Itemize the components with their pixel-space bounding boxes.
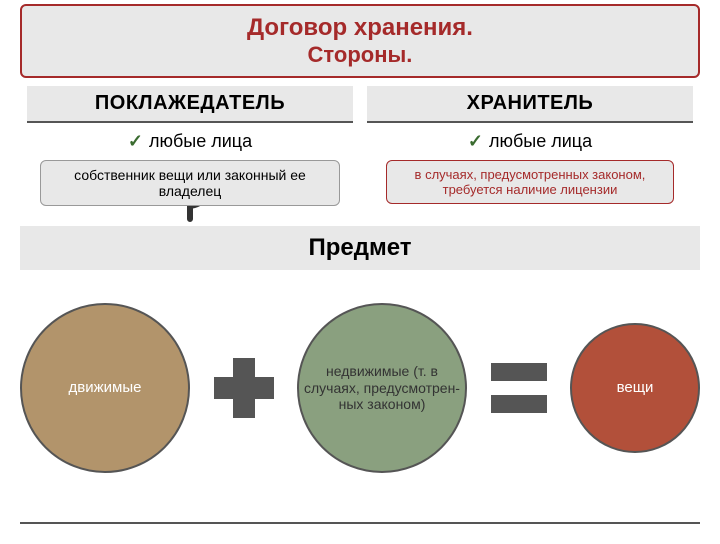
columns-row: ПОКЛАЖЕДАТЕЛЬ любые лица собственник вещ… <box>20 86 700 206</box>
circle-movable: движимые <box>20 303 190 473</box>
circle-things: вещи <box>570 323 700 453</box>
bottom-divider <box>20 522 700 524</box>
circles-row: движимые недвижимые (т. в случаях, преду… <box>20 288 700 488</box>
equals-icon <box>491 363 547 413</box>
circle-movable-label: движимые <box>69 379 142 397</box>
section-heading: Предмет <box>20 226 700 270</box>
circle-immovable-label: недвижимые (т. в случаях, предусмотрен-н… <box>299 363 465 413</box>
circle-things-label: вещи <box>617 379 654 397</box>
right-column: ХРАНИТЕЛЬ любые лица в случаях, предусмо… <box>367 86 693 206</box>
left-column: ПОКЛАЖЕДАТЕЛЬ любые лица собственник вещ… <box>27 86 353 206</box>
right-bullet: любые лица <box>367 123 693 160</box>
left-subbox: собственник вещи или законный ее владеле… <box>40 160 340 206</box>
title-line2: Стороны. <box>22 42 698 68</box>
title-banner: Договор хранения. Стороны. <box>20 4 700 78</box>
plus-icon <box>214 358 274 418</box>
circle-immovable: недвижимые (т. в случаях, предусмотрен-н… <box>297 303 467 473</box>
right-heading: ХРАНИТЕЛЬ <box>367 86 693 123</box>
left-bullet: любые лица <box>27 123 353 160</box>
title-line1: Договор хранения. <box>22 14 698 42</box>
right-subbox: в случаях, предусмотренных законом, треб… <box>386 160 673 204</box>
left-heading: ПОКЛАЖЕДАТЕЛЬ <box>27 86 353 123</box>
